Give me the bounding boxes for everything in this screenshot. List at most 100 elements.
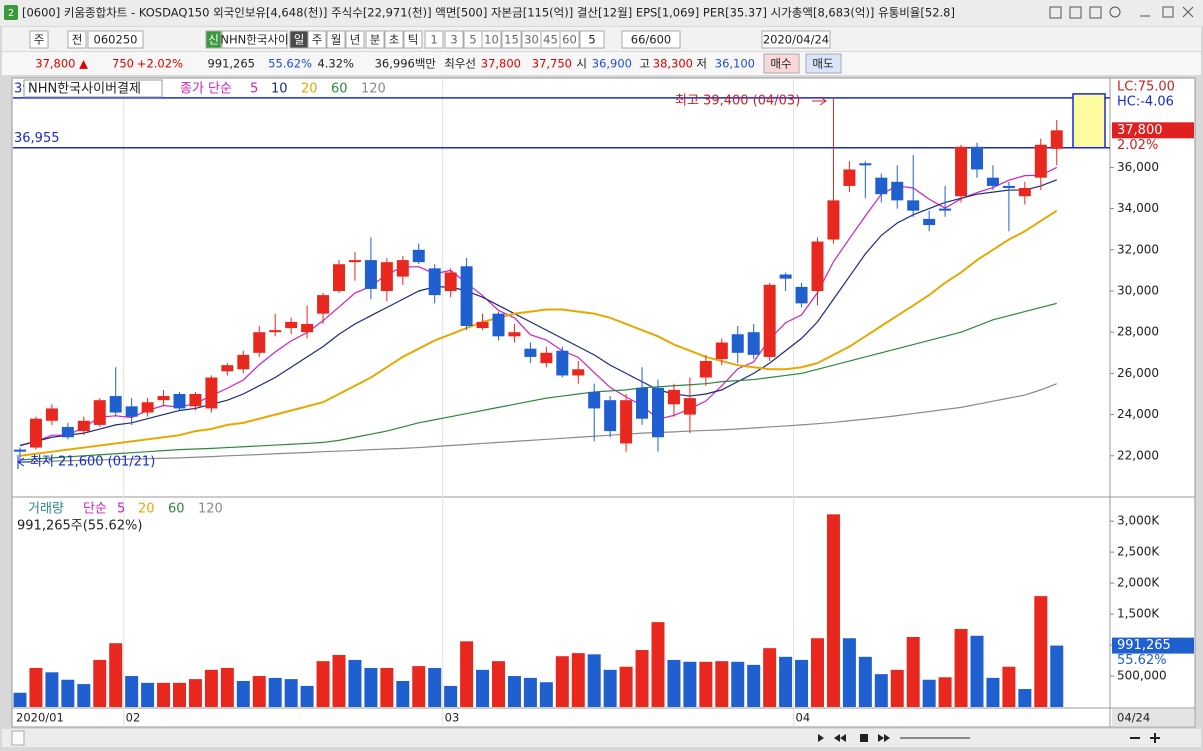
candle-body bbox=[540, 352, 553, 364]
candle-body bbox=[333, 264, 345, 291]
toolbar-button[interactable] bbox=[579, 30, 605, 49]
high-arrow bbox=[812, 96, 827, 106]
scroll-controls[interactable] bbox=[818, 733, 1160, 743]
scroll-left[interactable] bbox=[11, 730, 25, 746]
trade-button[interactable] bbox=[805, 53, 842, 74]
toolbar-label[interactable]: 60 bbox=[562, 33, 577, 47]
toolbar-label[interactable]: 1 bbox=[430, 33, 437, 47]
toolbar-button[interactable] bbox=[501, 30, 522, 49]
volume-bar bbox=[842, 638, 856, 707]
volume-bar bbox=[874, 674, 888, 707]
toolbar-label[interactable]: 5 bbox=[588, 33, 595, 47]
btn-icon[interactable] bbox=[1069, 6, 1082, 19]
candle-body bbox=[827, 200, 840, 240]
ma-line bbox=[19, 179, 1057, 447]
volume-bar bbox=[348, 659, 362, 707]
y-tick-label: 30,000 bbox=[1117, 284, 1159, 298]
btn-zoom-in[interactable] bbox=[1150, 733, 1160, 743]
btn-stop[interactable] bbox=[860, 734, 868, 742]
y-tick-label: 26,000 bbox=[1117, 366, 1159, 380]
toolbar-label[interactable]: 초 bbox=[389, 33, 400, 47]
trade-button-label[interactable]: 매도 bbox=[812, 57, 833, 71]
btn-rewind[interactable] bbox=[834, 734, 846, 742]
btn-icon[interactable] bbox=[1049, 6, 1062, 19]
candle-body bbox=[14, 449, 26, 452]
toolbar-button[interactable] bbox=[559, 30, 580, 49]
candle-body bbox=[364, 260, 377, 289]
trade-button[interactable] bbox=[763, 53, 800, 74]
candle-body bbox=[907, 200, 920, 211]
toolbar-label[interactable]: 5 bbox=[469, 33, 476, 47]
toolbar-label[interactable]: 월 bbox=[331, 33, 342, 47]
toolbar-label[interactable]: 분 bbox=[370, 33, 381, 47]
toolbar-label[interactable]: 전 bbox=[72, 33, 83, 47]
toolbar-button[interactable] bbox=[67, 30, 87, 49]
btn-icon[interactable] bbox=[1089, 6, 1102, 19]
toolbar-button[interactable] bbox=[761, 30, 831, 49]
toolbar-button[interactable] bbox=[345, 30, 365, 49]
toolbar-button[interactable] bbox=[481, 30, 502, 49]
info-value: 37,800 ▲ bbox=[35, 57, 88, 71]
toolbar-button[interactable] bbox=[621, 30, 681, 49]
btn-close[interactable] bbox=[1182, 6, 1194, 18]
volume-bar bbox=[699, 661, 713, 707]
toolbar-label[interactable]: 일 bbox=[294, 33, 305, 47]
toolbar-label[interactable]: 2020/04/24 bbox=[763, 33, 829, 47]
toolbar-button[interactable] bbox=[326, 30, 346, 49]
toolbar-button[interactable] bbox=[221, 30, 288, 49]
toolbar-button[interactable] bbox=[307, 30, 327, 49]
toolbar-label[interactable]: NHN한국사이 bbox=[220, 33, 288, 47]
toolbar-button[interactable] bbox=[403, 30, 423, 49]
volume-bar bbox=[364, 667, 378, 707]
toolbar-label[interactable]: 주 bbox=[34, 33, 45, 47]
btn-help[interactable] bbox=[1109, 6, 1121, 18]
toolbar-label[interactable]: 30 bbox=[524, 33, 539, 47]
toolbar-label[interactable]: 신 bbox=[208, 33, 219, 47]
info-value: 38,300 bbox=[653, 57, 693, 71]
slider[interactable] bbox=[900, 737, 970, 739]
toolbar-label[interactable]: 45 bbox=[543, 33, 558, 47]
toolbar-button[interactable] bbox=[87, 30, 144, 49]
btn-next[interactable] bbox=[818, 734, 824, 742]
toolbar-label[interactable]: 060250 bbox=[94, 33, 138, 47]
btn-zoom-out[interactable] bbox=[1130, 737, 1140, 739]
toolbar-label[interactable]: 10 bbox=[484, 33, 499, 47]
volume-bar bbox=[539, 682, 553, 707]
x-tick-label: 03 bbox=[445, 711, 460, 725]
btn-maximize[interactable] bbox=[1162, 6, 1174, 18]
last-price: 37,800 bbox=[1117, 123, 1163, 138]
toolbar-label[interactable]: 66/600 bbox=[631, 33, 671, 47]
volume-bar bbox=[1002, 666, 1016, 707]
btn-ffwd[interactable] bbox=[878, 734, 890, 742]
volume-bar bbox=[826, 514, 840, 707]
last-volume-box bbox=[1112, 637, 1194, 654]
info-value: 시 bbox=[576, 57, 587, 71]
candle-body bbox=[29, 418, 42, 448]
toolbar-label[interactable]: 3 bbox=[450, 33, 457, 47]
toolbar-label[interactable]: 년 bbox=[350, 33, 361, 47]
toolbar-button[interactable] bbox=[424, 30, 444, 49]
toolbar-button[interactable] bbox=[205, 30, 222, 49]
volume-bar bbox=[1018, 689, 1032, 707]
toolbar-button[interactable] bbox=[365, 30, 385, 49]
volume-bar bbox=[906, 637, 920, 707]
volume-bar bbox=[173, 682, 186, 707]
volume-bar bbox=[252, 676, 266, 707]
window-badge: 2 bbox=[8, 8, 14, 19]
ma-line bbox=[19, 383, 1057, 463]
x-tick-label: 02 bbox=[126, 711, 141, 725]
trade-button-label[interactable]: 매수 bbox=[770, 57, 791, 71]
toolbar-button[interactable] bbox=[384, 30, 404, 49]
scrollbar[interactable] bbox=[2, 729, 1201, 747]
toolbar-label[interactable]: 틱 bbox=[408, 33, 419, 47]
toolbar-button[interactable] bbox=[29, 30, 49, 49]
legend-entry: 120 bbox=[361, 82, 386, 97]
toolbar-label[interactable]: 15 bbox=[504, 33, 519, 47]
volume-bar bbox=[795, 659, 809, 707]
window-buttons[interactable] bbox=[1049, 6, 1194, 19]
toolbar-button[interactable] bbox=[444, 30, 464, 49]
volume-legend-method: 단순 bbox=[83, 502, 107, 517]
volume-bar bbox=[492, 661, 505, 707]
toolbar-label[interactable]: 주 bbox=[312, 33, 323, 47]
volume-bar bbox=[683, 661, 697, 707]
